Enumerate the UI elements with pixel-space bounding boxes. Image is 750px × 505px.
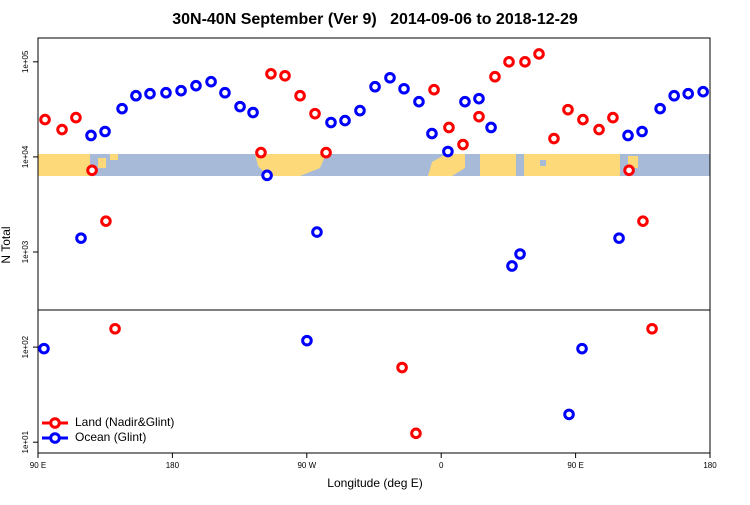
plot-frame [37, 37, 711, 454]
map-strip [38, 154, 710, 176]
point [70, 111, 82, 124]
legend-marker [49, 417, 61, 429]
point [56, 123, 68, 136]
point [562, 103, 574, 116]
point [593, 123, 605, 136]
point [116, 102, 128, 115]
point [473, 110, 485, 123]
point [38, 342, 50, 355]
point [506, 260, 518, 272]
point [459, 95, 471, 108]
point [320, 146, 332, 159]
point [637, 215, 649, 227]
y-tick-label: 1e+03 [21, 240, 30, 263]
x-tick-label: 0 [439, 461, 444, 470]
point [301, 334, 313, 347]
point [75, 232, 87, 244]
x-tick-label: 180 [166, 461, 180, 470]
point [473, 92, 485, 105]
point [255, 146, 267, 159]
point [325, 116, 337, 129]
point [190, 79, 202, 92]
point [219, 86, 231, 99]
point [489, 70, 501, 83]
point [247, 106, 259, 119]
point [426, 127, 438, 140]
point [457, 138, 469, 151]
point [410, 427, 422, 440]
legend-label: Land (Nadir&Glint) [75, 415, 174, 429]
point [636, 125, 648, 138]
point [205, 75, 217, 88]
point [144, 87, 156, 100]
x-tick-label: 90 E [30, 461, 46, 470]
point [622, 129, 634, 142]
point [563, 408, 575, 421]
legend-label: Ocean (Glint) [75, 430, 146, 444]
point [503, 56, 515, 68]
y-tick-label: 1e+04 [21, 145, 30, 168]
point [485, 121, 497, 134]
point [398, 82, 410, 95]
point [654, 102, 666, 115]
point [514, 248, 526, 260]
point [668, 89, 680, 102]
point [577, 113, 589, 126]
point [443, 121, 455, 134]
y-tick-label: 1e+05 [21, 50, 30, 73]
point [160, 86, 172, 99]
point [519, 56, 531, 68]
y-tick-label: 1e+01 [21, 430, 30, 453]
point [384, 71, 396, 84]
point [100, 215, 112, 227]
point [234, 100, 246, 113]
point [576, 342, 588, 355]
y-tick-label: 1e+02 [21, 335, 30, 358]
point [279, 69, 291, 82]
point [369, 80, 381, 93]
point [548, 132, 560, 145]
legend-marker [49, 432, 61, 444]
point [85, 129, 97, 142]
point [533, 48, 545, 60]
point [442, 145, 454, 158]
point [697, 85, 709, 98]
point [646, 322, 658, 335]
point [265, 68, 277, 80]
chart-title: 30N-40N September (Ver 9) 2014-09-06 to … [172, 11, 578, 28]
point [109, 322, 121, 335]
y-axis-label: N Total [0, 226, 13, 263]
point [413, 95, 425, 108]
point [86, 164, 98, 177]
point [428, 83, 440, 96]
x-axis-label: Longitude (deg E) [327, 476, 422, 490]
point [607, 111, 619, 124]
point [309, 107, 321, 120]
point [339, 114, 351, 127]
point [311, 226, 323, 238]
point [261, 169, 273, 182]
point [682, 87, 694, 100]
point [99, 125, 111, 138]
point [175, 84, 187, 97]
x-tick-label: 180 [703, 461, 717, 470]
point [623, 164, 635, 177]
point [39, 113, 51, 126]
point [396, 361, 408, 374]
x-tick-label: 90 W [297, 461, 316, 470]
point [613, 232, 625, 244]
x-tick-label: 90 E [567, 461, 583, 470]
point [354, 104, 366, 117]
point [130, 89, 142, 102]
point [294, 89, 306, 102]
